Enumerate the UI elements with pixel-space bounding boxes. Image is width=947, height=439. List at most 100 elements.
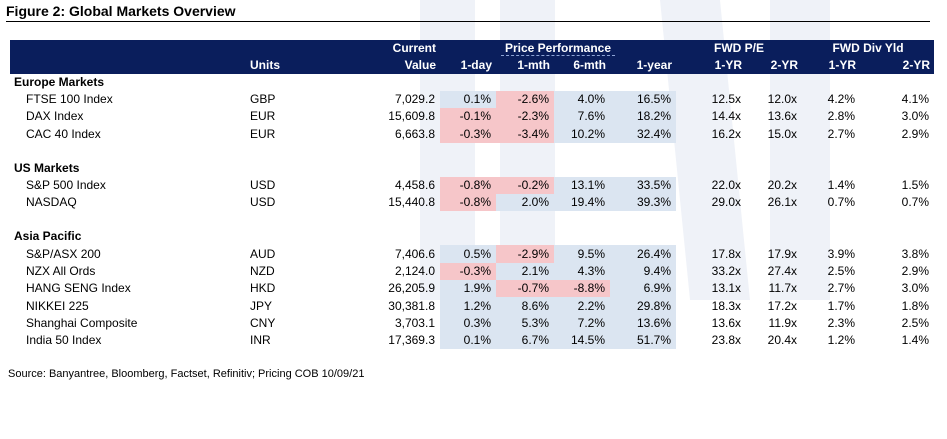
units-cell: HKD <box>250 281 276 296</box>
table-row: CAC 40 Index EUR 6,663.8 -0.3% -3.4% 10.2% 32.… <box>10 125 934 143</box>
fwd-pe-2yr-cell: 17.9x <box>767 246 797 261</box>
perf-1day-cell: 1.2% <box>440 297 496 315</box>
fwd-pe-1yr-cell: 13.6x <box>711 315 741 330</box>
fwd-pe-1yr-cell: 13.1x <box>711 281 741 296</box>
fwd-dy-1yr-cell: 2.8% <box>827 109 855 124</box>
fwd-dy-2yr-cell: 2.9% <box>901 263 929 278</box>
units-cell: JPY <box>250 298 273 313</box>
index-name: S&P 500 Index <box>26 178 106 193</box>
markets-table-container: Current Price Performance FWD P/E FWD Di… <box>10 40 934 350</box>
fwd-pe-1yr-cell: 23.8x <box>711 333 741 348</box>
current-value-cell: 15,440.8 <box>388 195 435 210</box>
fwd-pe-2yr-cell: 26.1x <box>767 195 797 210</box>
index-name: S&P/ASX 200 <box>26 246 101 261</box>
perf-1day-cell: 0.3% <box>440 314 496 332</box>
fwd-dy-1yr-cell: 1.7% <box>827 298 855 313</box>
markets-table: Current Price Performance FWD P/E FWD Di… <box>10 40 934 350</box>
fwd-dy-1yr-cell: 2.7% <box>827 126 855 141</box>
perf-1mth-cell: -3.4% <box>496 125 554 143</box>
current-value-cell: 17,369.3 <box>388 333 435 348</box>
index-name: Shanghai Composite <box>26 315 138 330</box>
index-name: NASDAQ <box>26 195 77 210</box>
fwd-dy-2yr-cell: 1.8% <box>901 298 929 313</box>
fwd-dy-2yr-cell: 4.1% <box>901 92 929 107</box>
header-1year: 1-year <box>636 58 672 72</box>
header-dy-2yr: 2-YR <box>902 58 930 72</box>
perf-6mth-cell: 4.0% <box>554 91 610 109</box>
fwd-pe-1yr-cell: 22.0x <box>711 178 741 193</box>
table-header: Current Price Performance FWD P/E FWD Di… <box>10 40 934 74</box>
current-value-cell: 4,458.6 <box>394 178 435 193</box>
fwd-pe-2yr-cell: 15.0x <box>767 126 797 141</box>
perf-6mth-cell: 4.3% <box>554 262 610 281</box>
units-cell: USD <box>250 195 276 210</box>
table-row: NIKKEI 225 JPY 30,381.8 1.2% 8.6% 2.2% 29.8% 18… <box>10 297 934 315</box>
fwd-pe-2yr-cell: 17.2x <box>767 298 797 313</box>
table-row: S&P 500 Index USD 4,458.6 -0.8% -0.2% 13.1% 33… <box>10 176 934 195</box>
table-row: DAX Index EUR 15,609.8 -0.1% -2.3% 7.6% 18.2% 1… <box>10 108 934 126</box>
units-cell: CNY <box>250 315 276 330</box>
perf-1mth-cell: -0.7% <box>496 280 554 298</box>
header-row-bottom: Units Value 1-day 1-mth 6-mth 1-year 1-Y… <box>10 57 934 74</box>
units-cell: EUR <box>250 109 276 124</box>
index-name: India 50 Index <box>26 333 102 348</box>
perf-1day-cell: -0.3% <box>440 262 496 281</box>
header-price-performance: Price Performance <box>440 40 676 57</box>
perf-1year-cell: 9.4% <box>610 262 676 281</box>
index-name: HANG SENG Index <box>26 281 131 296</box>
perf-1year-cell: 51.7% <box>610 331 676 350</box>
perf-1year-cell: 26.4% <box>610 245 676 263</box>
index-name: FTSE 100 Index <box>26 92 113 107</box>
section-title: Europe Markets <box>14 75 105 89</box>
table-row: NASDAQ USD 15,440.8 -0.8% 2.0% 19.4% 39.3% 29.0… <box>10 194 934 212</box>
units-cell: GBP <box>250 92 276 107</box>
perf-6mth-cell: 13.1% <box>554 176 610 195</box>
fwd-pe-1yr-cell: 14.4x <box>711 109 741 124</box>
perf-6mth-cell: 9.5% <box>554 245 610 263</box>
section-spacer <box>10 211 934 228</box>
units-cell: EUR <box>250 126 276 141</box>
header-dy-1yr: 1-YR <box>828 58 856 72</box>
header-value: Value <box>404 58 436 72</box>
section-title: Asia Pacific <box>14 229 82 244</box>
index-name: DAX Index <box>26 109 84 124</box>
section-title: US Markets <box>14 160 80 175</box>
header-units: Units <box>250 58 280 72</box>
perf-1year-cell: 29.8% <box>610 297 676 315</box>
table-row: India 50 Index INR 17,369.3 0.1% 6.7% 14.5% 51… <box>10 331 934 350</box>
fwd-pe-1yr-cell: 16.2x <box>711 126 741 141</box>
fwd-pe-1yr-cell: 29.0x <box>711 195 741 210</box>
title-divider <box>6 21 930 22</box>
fwd-pe-2yr-cell: 20.2x <box>767 178 797 193</box>
perf-1mth-cell: 8.6% <box>496 297 554 315</box>
header-blank <box>10 40 240 57</box>
perf-1day-cell: -0.3% <box>440 125 496 143</box>
perf-6mth-cell: -8.8% <box>554 280 610 298</box>
perf-1day-cell: 0.1% <box>440 91 496 109</box>
perf-1year-cell: 6.9% <box>610 280 676 298</box>
header-pe-2yr: 2-YR <box>770 58 798 72</box>
perf-1year-cell: 32.4% <box>610 125 676 143</box>
perf-1day-cell: 0.5% <box>440 245 496 263</box>
current-value-cell: 26,205.9 <box>388 281 435 296</box>
current-value-cell: 6,663.8 <box>394 126 435 141</box>
fwd-dy-2yr-cell: 2.9% <box>901 126 929 141</box>
fwd-dy-1yr-cell: 2.3% <box>827 315 855 330</box>
fwd-dy-2yr-cell: 3.0% <box>901 109 929 124</box>
perf-1mth-cell: 2.0% <box>496 194 554 212</box>
header-fwd-pe: FWD P/E <box>714 41 764 55</box>
fwd-dy-1yr-cell: 4.2% <box>827 92 855 107</box>
fwd-pe-2yr-cell: 12.0x <box>767 92 797 107</box>
units-cell: INR <box>250 333 271 348</box>
perf-1day-cell: -0.1% <box>440 108 496 126</box>
table-row: NZX All Ords NZD 2,124.0 -0.3% 2.1% 4.3% 9.4% 3… <box>10 262 934 281</box>
perf-1day-cell: -0.8% <box>440 194 496 212</box>
perf-1year-cell: 33.5% <box>610 176 676 195</box>
perf-1mth-cell: 5.3% <box>496 314 554 332</box>
fwd-pe-2yr-cell: 27.4x <box>767 263 797 278</box>
perf-1mth-cell: 6.7% <box>496 331 554 350</box>
index-name: CAC 40 Index <box>26 126 101 141</box>
current-value-cell: 3,703.1 <box>394 315 435 330</box>
units-cell: USD <box>250 178 276 193</box>
fwd-dy-2yr-cell: 1.5% <box>901 178 929 193</box>
